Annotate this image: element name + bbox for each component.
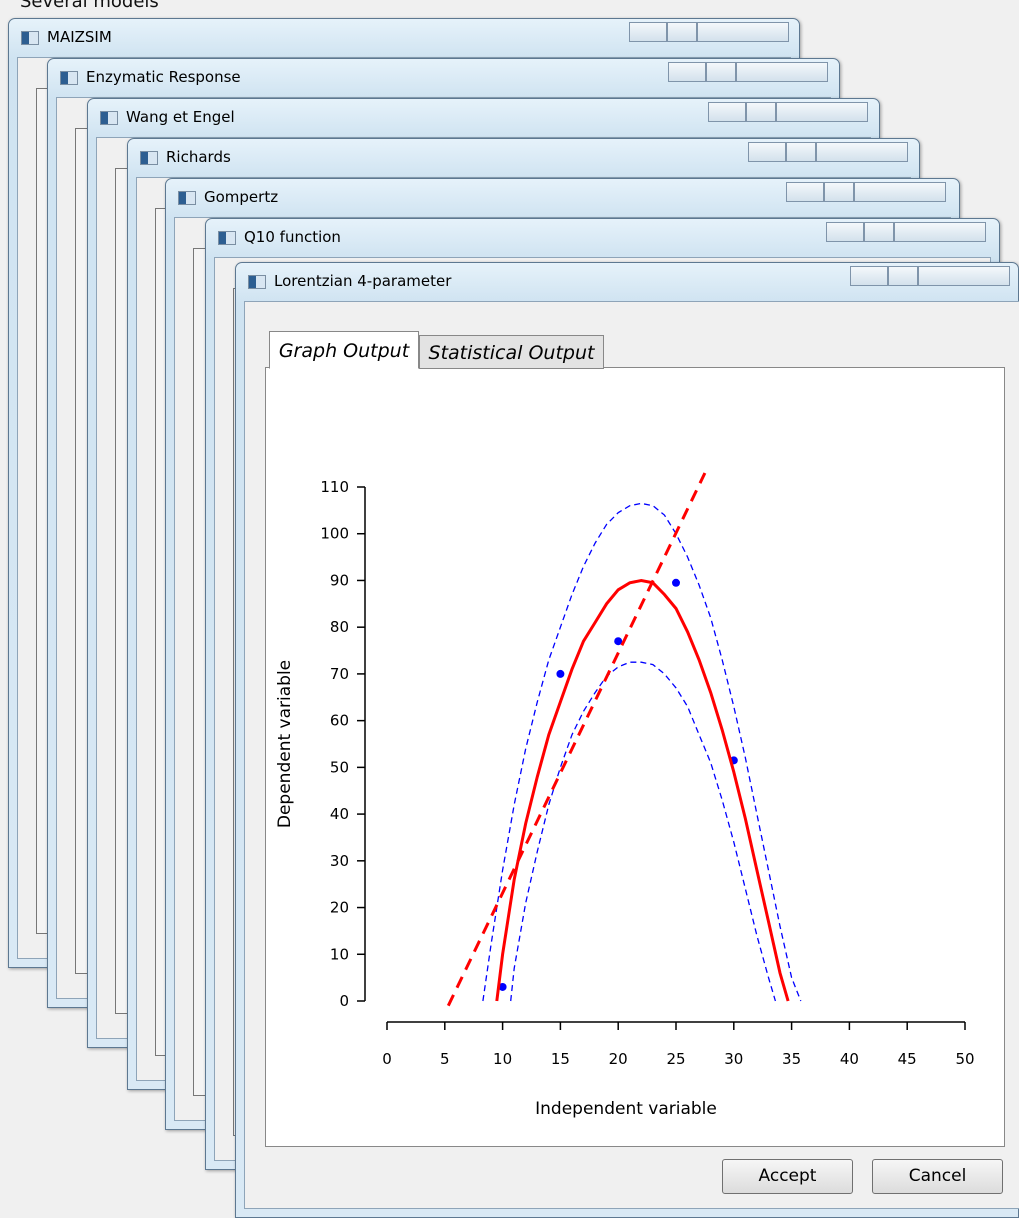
maximize-button[interactable] [824, 182, 854, 202]
close-button[interactable] [697, 22, 789, 42]
minimize-button[interactable] [786, 182, 824, 202]
tab-panel [265, 367, 1005, 1147]
window-title: Gompertz [204, 188, 278, 206]
maximize-button[interactable] [746, 102, 776, 122]
button[interactable]: Accept [722, 1159, 853, 1194]
maximize-button[interactable] [888, 266, 918, 286]
tab[interactable]: Statistical Output [419, 335, 604, 369]
maximize-button[interactable] [667, 22, 697, 42]
minimize-button[interactable] [708, 102, 746, 122]
window-title: Enzymatic Response [86, 68, 241, 86]
close-button[interactable] [816, 142, 908, 162]
window-icon [218, 231, 236, 245]
window-icon [21, 31, 39, 45]
minimize-button[interactable] [850, 266, 888, 286]
window-icon [60, 71, 78, 85]
window-icon [140, 151, 158, 165]
window-title: Richards [166, 148, 231, 166]
close-button[interactable] [736, 62, 828, 82]
window-icon [178, 191, 196, 205]
window-icon [248, 275, 266, 289]
minimize-button[interactable] [748, 142, 786, 162]
minimize-button[interactable] [826, 222, 864, 242]
minimize-button[interactable] [668, 62, 706, 82]
close-button[interactable] [854, 182, 946, 202]
window-title: Lorentzian 4-parameter [274, 272, 451, 290]
close-button[interactable] [918, 266, 1010, 286]
maximize-button[interactable] [786, 142, 816, 162]
tab[interactable]: Graph Output [269, 331, 419, 369]
window-icon [100, 111, 118, 125]
maximize-button[interactable] [864, 222, 894, 242]
button[interactable]: Cancel [872, 1159, 1003, 1194]
close-button[interactable] [776, 102, 868, 122]
window-title: Q10 function [244, 228, 341, 246]
close-button[interactable] [894, 222, 986, 242]
minimize-button[interactable] [629, 22, 667, 42]
background-caption: Several models [20, 0, 159, 12]
window-title: Wang et Engel [126, 108, 235, 126]
screen: Several models MAIZSIM Enzymatic Response… [0, 0, 1019, 1218]
maximize-button[interactable] [706, 62, 736, 82]
window-title: MAIZSIM [47, 28, 112, 46]
